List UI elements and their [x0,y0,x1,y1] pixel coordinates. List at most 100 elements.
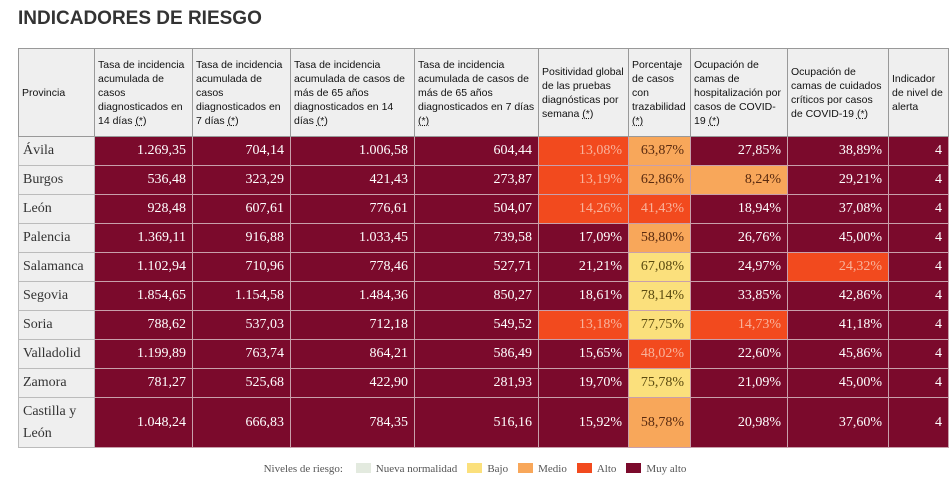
value-cell: 15,65% [538,339,629,369]
value-cell: 776,61 [290,194,415,224]
footnote-link[interactable]: (*) [708,114,720,127]
value-cell: 704,14 [192,136,291,166]
value-cell: 1.199,89 [94,339,193,369]
value-cell: 788,62 [94,310,193,340]
value-cell: 4 [888,339,949,369]
value-cell: 1.006,58 [290,136,415,166]
column-header-label: Porcentaje de casos con trazabilidad [632,58,686,113]
value-cell: 4 [888,136,949,166]
legend-item: Bajo [457,463,508,475]
value-cell: 41,43% [628,194,691,224]
column-header-label: Provincia [22,86,66,99]
value-cell: 58,80% [628,223,691,253]
value-cell: 4 [888,252,949,282]
value-cell: 29,21% [787,165,889,195]
column-header: Ocupación de camas de hospitalización po… [690,48,788,137]
value-cell: 549,52 [414,310,539,340]
header-row: Provincia Tasa de incidencia acumulada de… [18,48,949,137]
value-cell: 607,61 [192,194,291,224]
footnote-link[interactable]: (*) [582,107,594,120]
value-cell: 13,18% [538,310,629,340]
table-row: Palencia 1.369,11 916,88 1.033,45 739,58 17,0… [18,223,949,253]
value-cell: 1.033,45 [290,223,415,253]
province-cell: Castilla y León [18,397,95,448]
value-cell: 27,85% [690,136,788,166]
value-cell: 24,32% [787,252,889,282]
column-header-label: Tasa de incidencia acumulada de casos di… [98,58,185,127]
value-cell: 4 [888,194,949,224]
value-cell: 4 [888,397,949,448]
value-cell: 13,19% [538,165,629,195]
value-cell: 4 [888,165,949,195]
value-cell: 850,27 [414,281,539,311]
value-cell: 781,27 [94,368,193,398]
value-cell: 17,09% [538,223,629,253]
value-cell: 14,73% [690,310,788,340]
column-header: Tasa de incidencia acumulada de casos de… [290,48,415,137]
footnote-link[interactable]: (*) [227,114,239,127]
value-cell: 42,86% [787,281,889,311]
footnote-link[interactable]: (*) [632,114,644,127]
value-cell: 45,00% [787,223,889,253]
risk-indicators-table: Provincia Tasa de incidencia acumulada de… [18,48,949,448]
column-header-label: Positividad global de las pruebas diagnó… [542,65,624,120]
value-cell: 4 [888,368,949,398]
value-cell: 21,09% [690,368,788,398]
value-cell: 77,75% [628,310,691,340]
value-cell: 4 [888,281,949,311]
column-header: Porcentaje de casos con trazabilidad (*) [628,48,691,137]
value-cell: 13,08% [538,136,629,166]
column-header-label: Tasa de incidencia acumulada de casos de… [418,58,535,113]
legend-swatch-icon [467,463,483,473]
footnote-link[interactable]: (*) [418,114,430,127]
value-cell: 422,90 [290,368,415,398]
value-cell: 19,70% [538,368,629,398]
legend-item: Alto [567,463,616,475]
table-row: Ávila 1.269,35 704,14 1.006,58 604,44 13,08% 6… [18,136,949,166]
value-cell: 1.048,24 [94,397,193,448]
legend-swatch-icon [355,463,371,473]
column-header: Ocupación de camas de cuidados críticos … [787,48,889,137]
value-cell: 4 [888,310,949,340]
value-cell: 18,61% [538,281,629,311]
column-header-label: Indicador de nivel de alerta [892,72,943,113]
value-cell: 22,60% [690,339,788,369]
value-cell: 21,21% [538,252,629,282]
value-cell: 666,83 [192,397,291,448]
footnote-link[interactable]: (*) [316,114,328,127]
legend-swatch-icon [626,463,642,473]
value-cell: 8,24% [690,165,788,195]
value-cell: 33,85% [690,281,788,311]
province-cell: Segovia [18,281,95,311]
value-cell: 37,60% [787,397,889,448]
footnote-link[interactable]: (*) [135,114,147,127]
province-cell: Salamanca [18,252,95,282]
table-row: Castilla y León 1.048,24 666,83 784,35 516,1… [18,397,949,448]
value-cell: 18,94% [690,194,788,224]
value-cell: 14,26% [538,194,629,224]
value-cell: 778,46 [290,252,415,282]
province-cell: Zamora [18,368,95,398]
legend-item-label: Muy alto [646,463,687,475]
value-cell: 38,89% [787,136,889,166]
table-row: Burgos 536,48 323,29 421,43 273,87 13,19% 62,8… [18,165,949,195]
value-cell: 516,16 [414,397,539,448]
legend-item-label: Medio [538,463,567,475]
value-cell: 710,96 [192,252,291,282]
value-cell: 916,88 [192,223,291,253]
legend: Niveles de riesgo: Nueva normalidad Bajo M… [0,463,950,475]
legend-swatch-icon [518,463,534,473]
value-cell: 537,03 [192,310,291,340]
value-cell: 421,43 [290,165,415,195]
value-cell: 763,74 [192,339,291,369]
value-cell: 1.154,58 [192,281,291,311]
value-cell: 928,48 [94,194,193,224]
column-header: Tasa de incidencia acumulada de casos di… [192,48,291,137]
value-cell: 58,78% [628,397,691,448]
value-cell: 739,58 [414,223,539,253]
value-cell: 78,14% [628,281,691,311]
footnote-link[interactable]: (*) [856,107,869,120]
table-row: Zamora 781,27 525,68 422,90 281,93 19,70% 75,7… [18,368,949,398]
table-row: Soria 788,62 537,03 712,18 549,52 13,18% 77,75… [18,310,949,340]
value-cell: 525,68 [192,368,291,398]
